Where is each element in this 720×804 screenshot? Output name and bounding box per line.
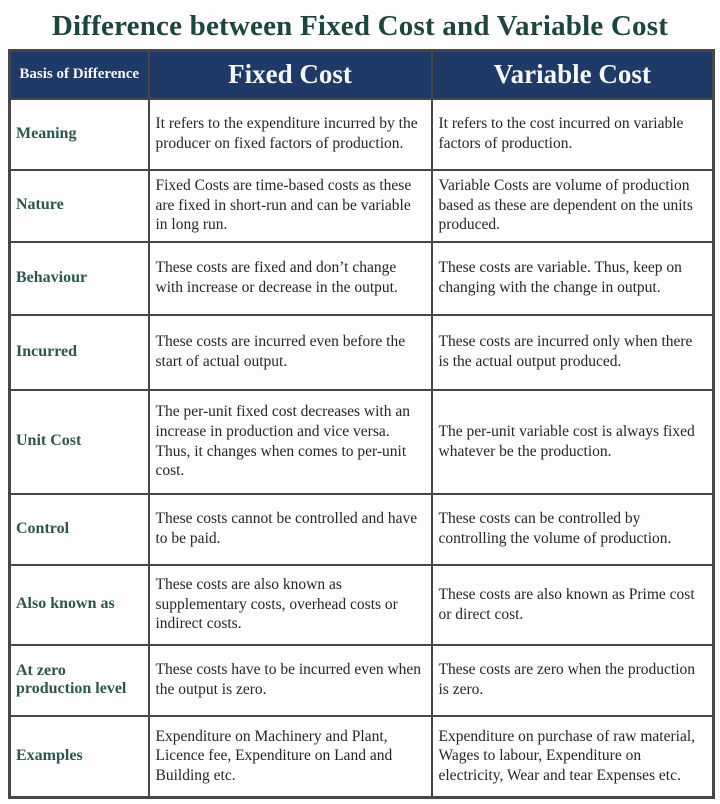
row-basis-label: Incurred	[8, 313, 150, 391]
variable-cost-cell: These costs are incurred only when there…	[430, 313, 715, 391]
page-title: Difference between Fixed Cost and Variab…	[51, 10, 669, 42]
header-row: Basis of Difference Fixed Cost Variable …	[8, 49, 715, 100]
table-row: Examples Expenditure on Machinery and Pla…	[8, 714, 715, 799]
row-basis-label: Unit Cost	[8, 388, 150, 495]
variable-cost-cell: These costs are zero when the production…	[430, 643, 715, 717]
column-header-variable-cost: Variable Cost	[430, 49, 715, 100]
table-row: Nature Fixed Costs are time-based costs a…	[8, 168, 715, 243]
row-basis-label: Meaning	[8, 97, 150, 171]
table-row: Meaning It refers to the expenditure incu…	[8, 97, 715, 171]
row-basis-label: Control	[8, 492, 150, 566]
column-header-fixed-cost: Fixed Cost	[147, 49, 433, 100]
variable-cost-cell: These costs are variable. Thus, keep on …	[430, 240, 715, 316]
comparison-table: Basis of Difference Fixed Cost Variable …	[8, 49, 715, 799]
fixed-cost-cell: These costs are incurred even before the…	[147, 313, 433, 391]
table-row: Control These costs cannot be controlled …	[8, 492, 715, 566]
column-header-basis-of-difference: Basis of Difference	[8, 49, 150, 100]
fixed-cost-cell: It refers to the expenditure incurred by…	[147, 97, 433, 171]
table-header: Basis of Difference Fixed Cost Variable …	[8, 49, 715, 100]
row-basis-label: Nature	[8, 168, 150, 243]
fixed-cost-cell: The per-unit fixed cost decreases with a…	[147, 388, 433, 495]
row-basis-label: Behaviour	[8, 240, 150, 316]
fixed-cost-cell: These costs are fixed and don’t change w…	[147, 240, 433, 316]
variable-cost-cell: It refers to the cost incurred on variab…	[430, 97, 715, 171]
row-basis-label: At zero production level	[8, 643, 150, 717]
variable-cost-cell: These costs can be controlled by control…	[430, 492, 715, 566]
table-row: Incurred These costs are incurred even be…	[8, 313, 715, 391]
table-row: Behaviour These costs are fixed and don’t…	[8, 240, 715, 316]
fixed-cost-cell: Fixed Costs are time-based costs as thes…	[147, 168, 433, 243]
row-basis-label: Examples	[8, 714, 150, 799]
table-row: Unit Cost The per-unit fixed cost decreas…	[8, 388, 715, 495]
variable-cost-cell: Expenditure on purchase of raw material,…	[430, 714, 715, 799]
fixed-cost-cell: These costs are also known as supplement…	[147, 563, 433, 646]
fixed-cost-cell: These costs cannot be controlled and hav…	[147, 492, 433, 566]
table-row: Also known as These costs are also known …	[8, 563, 715, 646]
table-body: Meaning It refers to the expenditure incu…	[8, 97, 715, 799]
row-basis-label: Also known as	[8, 563, 150, 646]
variable-cost-cell: The per-unit variable cost is always fix…	[430, 388, 715, 495]
variable-cost-cell: These costs are also known as Prime cost…	[430, 563, 715, 646]
variable-cost-cell: Variable Costs are volume of production …	[430, 168, 715, 243]
fixed-cost-cell: These costs have to be incurred even whe…	[147, 643, 433, 717]
fixed-cost-cell: Expenditure on Machinery and Plant, Lice…	[147, 714, 433, 799]
table-row: At zero production level These costs have…	[8, 643, 715, 717]
